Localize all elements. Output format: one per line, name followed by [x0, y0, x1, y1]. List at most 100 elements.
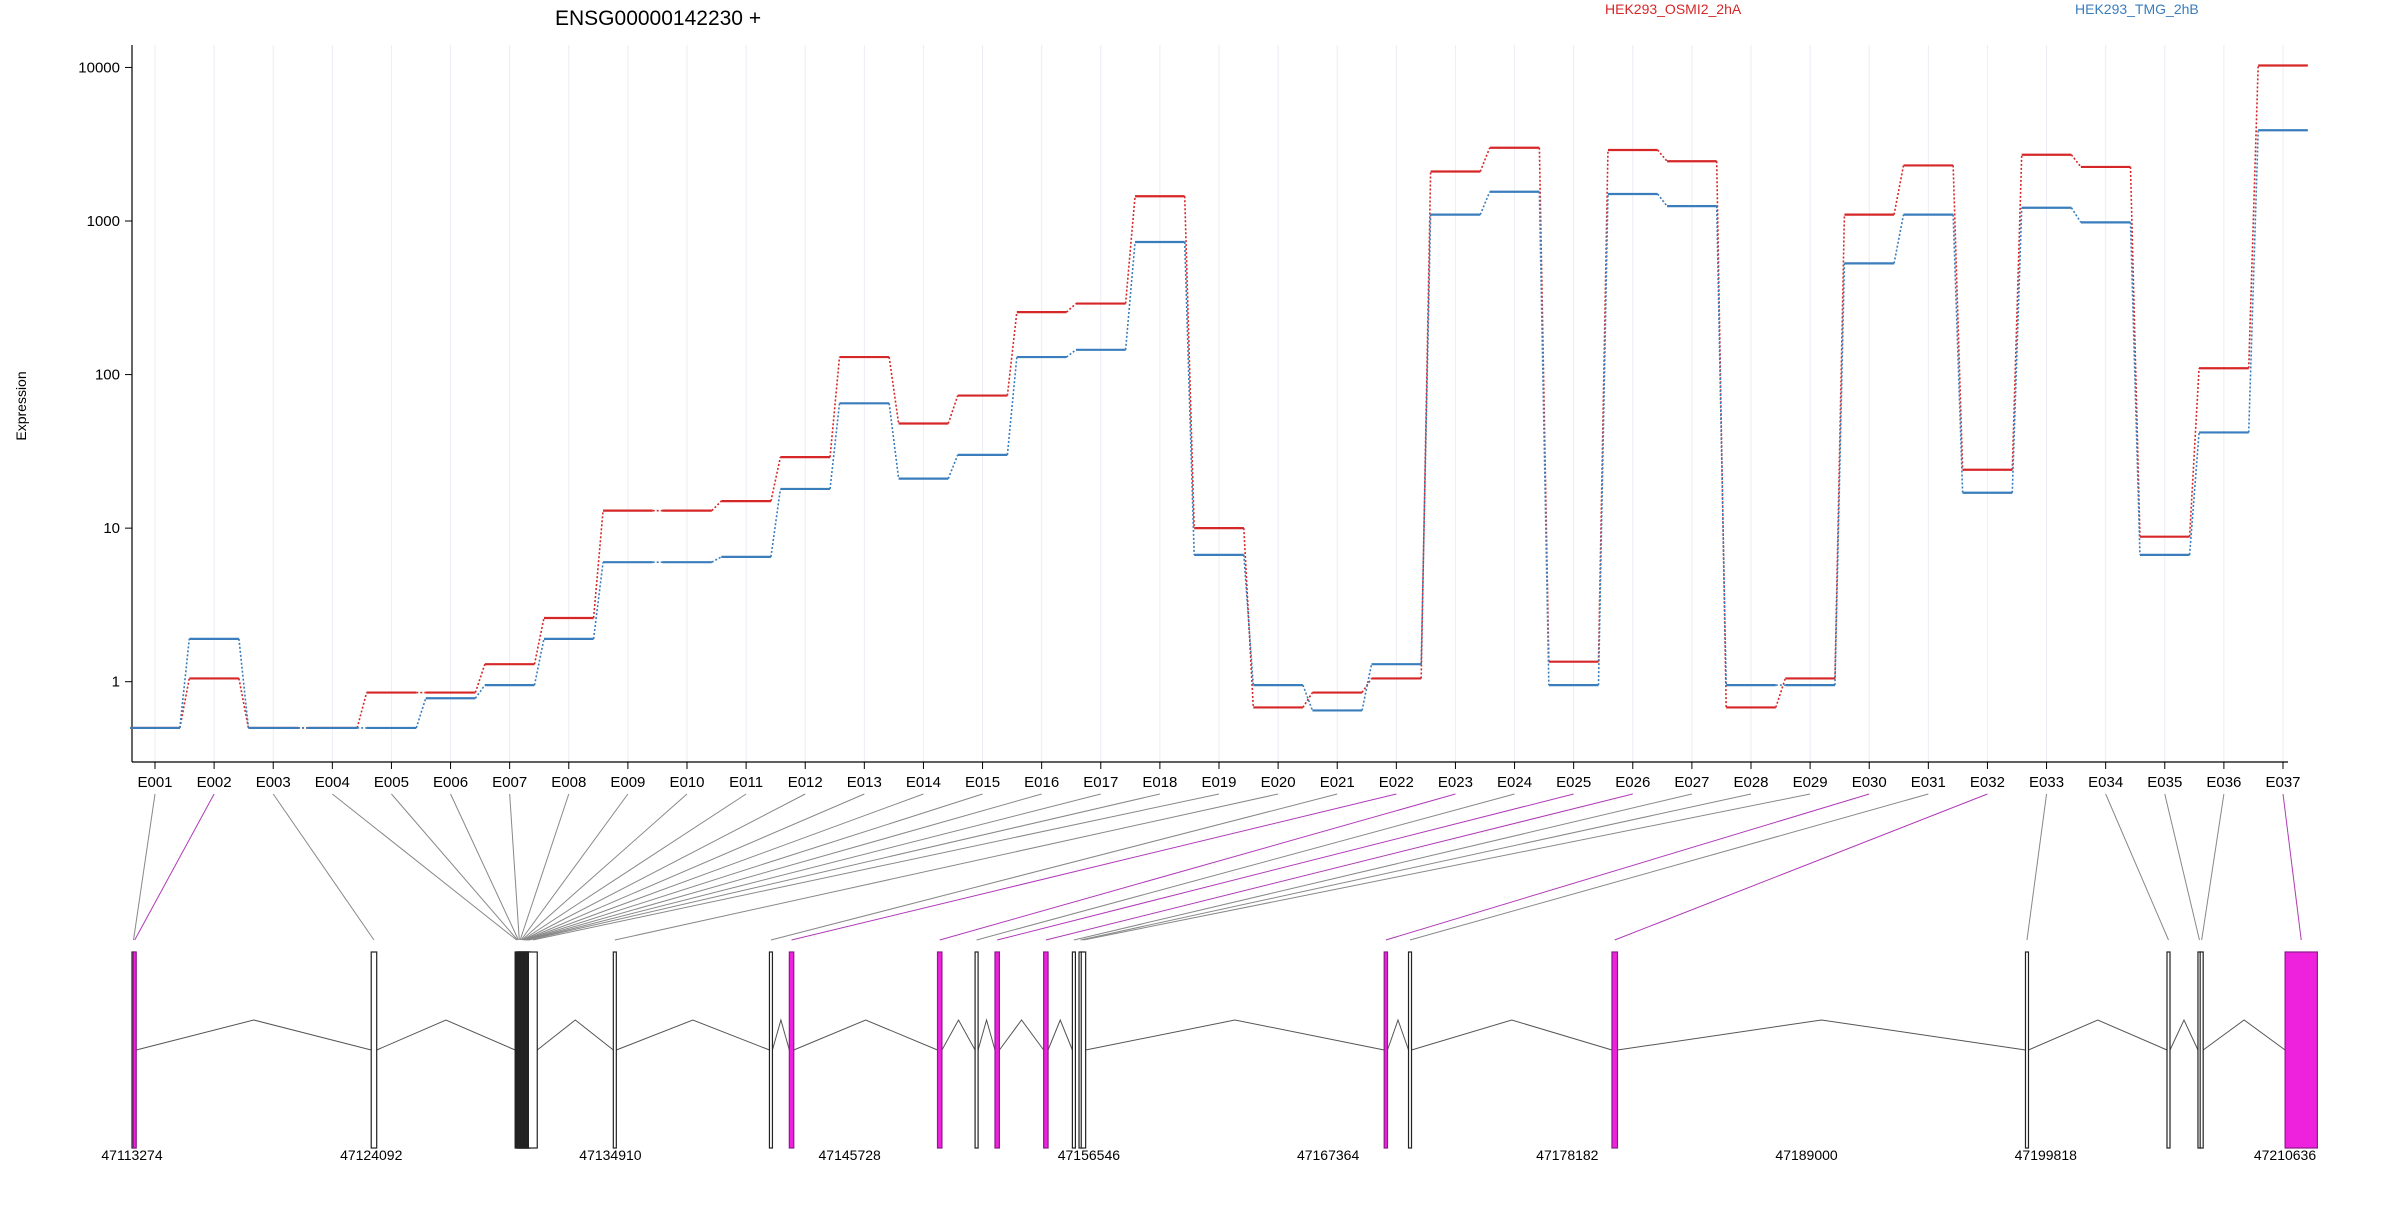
exon-connector-E036 — [2201, 793, 2225, 941]
x-tick-label: E021 — [1320, 774, 1355, 791]
exon-box-E003 — [370, 951, 378, 1149]
intron-line — [977, 1018, 996, 1051]
exon-box-E025 — [994, 951, 1001, 1149]
x-tick-label: E014 — [906, 774, 941, 791]
x-tick-label: E008 — [551, 774, 586, 791]
series-0-connector — [829, 356, 841, 458]
series-layer — [130, 64, 2308, 730]
series-0-connector — [1834, 214, 1846, 679]
x-tick-label: E033 — [2029, 774, 2064, 791]
intron-line — [1085, 1019, 1385, 1051]
x-tick-label: E012 — [788, 774, 823, 791]
exon-connector-E007 — [509, 793, 520, 941]
x-tick-label: E010 — [669, 774, 704, 791]
series-1-connector — [888, 403, 900, 479]
series-1-connector — [1893, 214, 1905, 264]
exon-box-E020 — [612, 951, 617, 1149]
series-0-connector — [2247, 65, 2259, 369]
genomic-tick-label: 47199818 — [2015, 1147, 2078, 1163]
exon-box-E027 — [1071, 951, 1076, 1149]
exon-connector-E025 — [997, 793, 1574, 941]
exon-connector-E003 — [272, 793, 375, 941]
x-tick-label: E031 — [1911, 774, 1946, 791]
x-tick-label: E017 — [1083, 774, 1118, 791]
exon-connector-E010 — [521, 793, 688, 941]
series-0-connector — [1479, 147, 1491, 172]
genomic-tick-label: 47178182 — [1536, 1147, 1599, 1163]
x-tick-label: E028 — [1733, 774, 1768, 791]
intron-line — [2202, 1019, 2286, 1051]
genomic-tick-label: 47156546 — [1058, 1147, 1121, 1163]
series-1-connector — [415, 698, 427, 729]
x-tick-label: E026 — [1615, 774, 1650, 791]
exon-box-E022 — [788, 951, 795, 1149]
series-1 — [130, 129, 2308, 730]
x-tick-label: E011 — [729, 774, 763, 791]
exon-connector-E002 — [134, 793, 215, 941]
series-1-connector — [2188, 432, 2200, 555]
exon-box-E033 — [2024, 951, 2030, 1149]
exon-connector-E032 — [1614, 793, 1988, 941]
series-1-connector — [1243, 554, 1255, 686]
series-0-connector — [2188, 368, 2200, 537]
x-tick-label: E027 — [1674, 774, 1709, 791]
exon-connector-E008 — [519, 793, 570, 941]
x-tick-label: E037 — [2265, 774, 2300, 791]
exon-box-E030 — [1383, 951, 1389, 1149]
exon-connector-E020 — [614, 793, 1279, 941]
series-0-connector — [474, 663, 486, 693]
exon-connector-E019 — [532, 793, 1220, 941]
intron-line — [1617, 1019, 2026, 1051]
series-1-connector — [1479, 191, 1491, 215]
intron-line — [793, 1019, 938, 1051]
exon-box-E026 — [1043, 951, 1049, 1149]
x-tick-label: E004 — [315, 774, 350, 791]
genomic-axis-layer: 47113274 47124092 47134910 47145728 47156546… — [101, 1147, 2316, 1163]
exon-connector-E016 — [527, 793, 1042, 941]
exon-connector-E021 — [770, 793, 1338, 941]
x-tick-label: E034 — [2088, 774, 2123, 791]
x-tick-label: E018 — [1142, 774, 1177, 791]
series-0-connector — [947, 395, 959, 424]
series-0-connector — [1302, 692, 1314, 708]
exon-connector-E012 — [523, 793, 806, 941]
series-1-connector — [533, 638, 545, 686]
series-1-connector — [179, 638, 191, 729]
genomic-tick-label: 47113274 — [101, 1147, 162, 1163]
exon-box-E034 — [2166, 951, 2171, 1149]
x-tick-label: E035 — [2147, 774, 2182, 791]
x-tick-label: E001 — [137, 774, 172, 791]
series-0-connector — [1243, 528, 1255, 708]
series-0-connector — [238, 678, 250, 729]
intron-line — [616, 1019, 770, 1051]
intron-line — [376, 1019, 516, 1051]
x-tick-label: E029 — [1793, 774, 1828, 791]
series-0-connector — [1124, 196, 1136, 304]
x-tick-label: E006 — [433, 774, 468, 791]
series-1-connector — [829, 403, 841, 490]
series-0-connector — [1065, 302, 1077, 313]
y-tick-label: 1000 — [87, 213, 120, 230]
series-1-connector — [770, 488, 782, 557]
intron-line — [2028, 1019, 2168, 1051]
series-0-connector — [1775, 678, 1787, 708]
series-1-connector — [1656, 193, 1668, 207]
exon-connector-E015 — [526, 793, 983, 941]
exon-box-E021 — [768, 951, 774, 1149]
exon-box-E002 — [132, 951, 137, 1149]
genomic-tick-label: 47124092 — [340, 1147, 403, 1163]
series-1-connector — [1952, 214, 1964, 493]
series-0-connector — [2129, 166, 2141, 537]
x-tick-label: E015 — [965, 774, 1000, 791]
series-1-connector — [238, 638, 250, 729]
exon-box-E019 — [527, 951, 538, 1149]
series-1-connector — [1538, 191, 1550, 686]
exon-connector-E005 — [391, 793, 518, 941]
intron-line — [136, 1019, 372, 1051]
x-tick-label: E022 — [1379, 774, 1414, 791]
series-1-connector — [2129, 222, 2141, 555]
legend-series-1: HEK293_TMG_2hB — [2075, 1, 2199, 17]
series-1-connector — [1066, 349, 1077, 358]
series-1-connector — [1361, 664, 1373, 711]
